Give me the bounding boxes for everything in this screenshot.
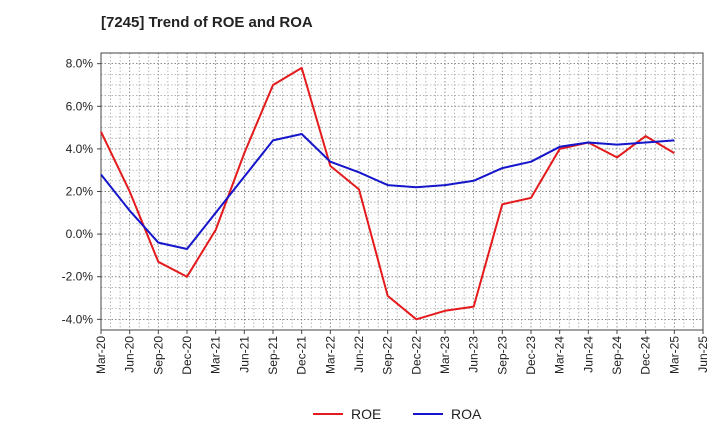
y-tick-label: -2.0%	[62, 270, 94, 284]
y-tick-label: 8.0%	[66, 57, 94, 71]
x-tick-label: Mar-23	[438, 336, 452, 374]
x-tick-label: Mar-25	[667, 336, 681, 374]
y-tick-label: 6.0%	[66, 99, 94, 113]
series-line-roa	[100, 133, 675, 250]
x-tick-label: Mar-20	[94, 336, 108, 374]
y-tick-label: -4.0%	[62, 312, 94, 326]
x-tick-label: Jun-25	[696, 336, 710, 373]
x-tick-label: Mar-22	[323, 336, 337, 374]
chart-title: [7245] Trend of ROE and ROA	[101, 14, 313, 31]
x-tick-label: Jun-23	[467, 336, 481, 373]
y-tick-label: 4.0%	[66, 142, 94, 156]
x-tick-label: Jun-24	[581, 336, 595, 373]
x-tick-label: Sep-20	[151, 336, 165, 375]
x-tick-label: Sep-22	[381, 336, 395, 375]
y-tick-label: 2.0%	[66, 185, 94, 199]
x-tick-label: Sep-24	[610, 336, 624, 375]
x-tick-label: Sep-23	[495, 336, 509, 375]
x-tick-label: Dec-20	[180, 336, 194, 375]
plot-frame	[100, 52, 704, 331]
x-tick-label: Mar-21	[209, 336, 223, 374]
legend-label-roe: ROE	[351, 406, 381, 422]
x-tick-label: Dec-23	[524, 336, 538, 375]
x-tick-label: Jun-20	[123, 336, 137, 373]
x-tick-label: Dec-24	[639, 336, 653, 375]
x-tick-label: Dec-22	[409, 336, 423, 375]
y-tick-label: 0.0%	[66, 227, 94, 241]
x-tick-label: Jun-22	[352, 336, 366, 373]
x-tick-label: Sep-21	[266, 336, 280, 375]
legend-label-roa: ROA	[451, 406, 482, 422]
x-tick-label: Mar-24	[553, 336, 567, 374]
x-tick-label: Dec-21	[295, 336, 309, 375]
x-tick-label: Jun-21	[237, 336, 251, 373]
